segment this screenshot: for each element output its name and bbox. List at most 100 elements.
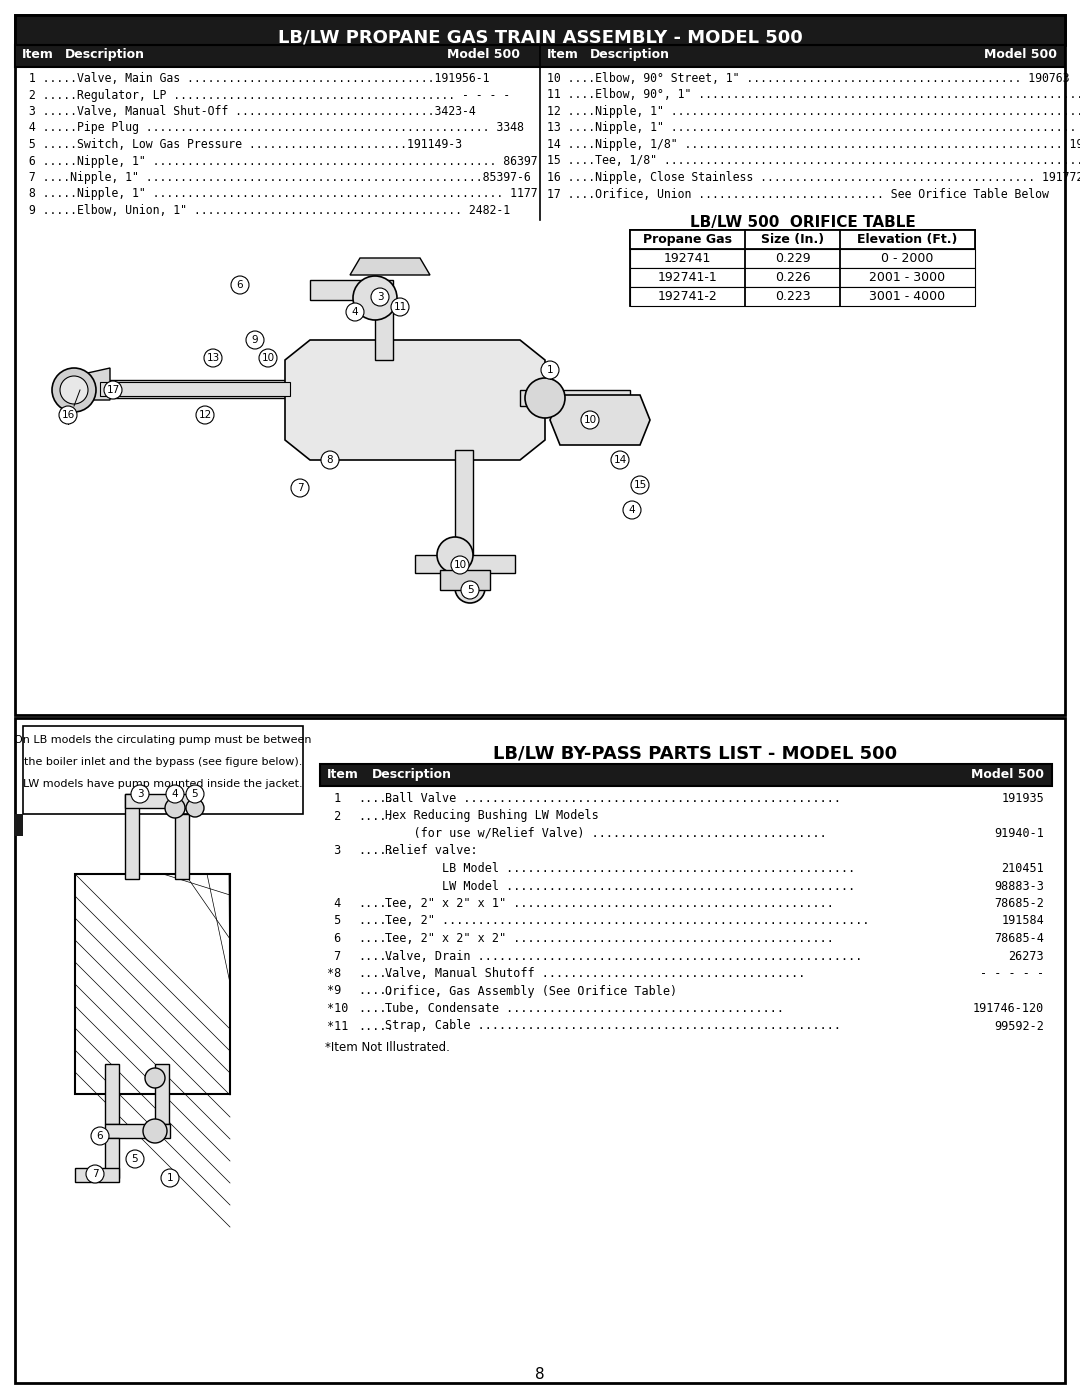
Text: 4: 4 bbox=[629, 504, 635, 515]
Text: 7: 7 bbox=[297, 483, 303, 493]
Text: 11: 11 bbox=[393, 302, 407, 312]
Text: 8 .....Nipple, 1" ................................................... 1177: 8 .....Nipple, 1" ......................… bbox=[22, 187, 538, 201]
Text: Strap, Cable ...................................................: Strap, Cable ...........................… bbox=[384, 1020, 841, 1032]
Text: 1: 1 bbox=[327, 792, 341, 805]
Bar bbox=[375, 279, 393, 360]
Text: 26273: 26273 bbox=[1009, 950, 1044, 963]
Text: 7 ....Nipple, 1" .................................................85397-6: 7 ....Nipple, 1" .......................… bbox=[22, 170, 530, 184]
Circle shape bbox=[525, 379, 565, 418]
Bar bbox=[320, 764, 1052, 787]
Text: 9: 9 bbox=[252, 335, 258, 345]
Bar bbox=[156, 1065, 168, 1125]
Circle shape bbox=[195, 407, 214, 425]
Bar bbox=[125, 793, 195, 807]
Bar bbox=[15, 15, 1065, 715]
Bar bbox=[519, 390, 630, 407]
Text: 192741-1: 192741-1 bbox=[658, 271, 717, 284]
Text: 10: 10 bbox=[583, 415, 596, 425]
Circle shape bbox=[145, 1067, 165, 1088]
Circle shape bbox=[166, 785, 184, 803]
Text: .....: ..... bbox=[357, 792, 393, 805]
Text: *9: *9 bbox=[327, 985, 341, 997]
Text: Model 500: Model 500 bbox=[447, 47, 519, 61]
Text: *11: *11 bbox=[327, 1020, 349, 1032]
Circle shape bbox=[186, 799, 204, 817]
Text: 4: 4 bbox=[352, 307, 359, 317]
Bar bbox=[630, 231, 975, 306]
Bar bbox=[440, 570, 490, 590]
Bar bbox=[15, 45, 1065, 67]
Circle shape bbox=[581, 411, 599, 429]
Text: 210451: 210451 bbox=[1001, 862, 1044, 875]
Text: On LB models the circulating pump must be between: On LB models the circulating pump must b… bbox=[14, 735, 312, 745]
Text: 6: 6 bbox=[97, 1132, 104, 1141]
Text: 17: 17 bbox=[106, 386, 120, 395]
Text: 3001 - 4000: 3001 - 4000 bbox=[869, 291, 946, 303]
Text: 13: 13 bbox=[206, 353, 219, 363]
Text: 0 - 2000: 0 - 2000 bbox=[881, 251, 934, 265]
Text: 1 .....Valve, Main Gas ....................................191956-1: 1 .....Valve, Main Gas .................… bbox=[22, 73, 489, 85]
Circle shape bbox=[541, 360, 559, 379]
Text: 6: 6 bbox=[327, 932, 341, 944]
Text: Hex Reducing Bushing LW Models: Hex Reducing Bushing LW Models bbox=[384, 809, 598, 823]
Circle shape bbox=[353, 277, 397, 320]
Bar bbox=[105, 1125, 170, 1139]
Bar bbox=[100, 381, 291, 395]
Circle shape bbox=[186, 785, 204, 803]
Text: Description: Description bbox=[372, 768, 453, 781]
Polygon shape bbox=[350, 258, 430, 275]
Text: 191935: 191935 bbox=[1001, 792, 1044, 805]
Text: .....: ..... bbox=[357, 967, 393, 981]
Text: 16 ....Nipple, Close Stainless ........................................ 191772: 16 ....Nipple, Close Stainless .........… bbox=[546, 170, 1080, 184]
Circle shape bbox=[346, 303, 364, 321]
Text: 6 .....Nipple, 1" .................................................. 86397: 6 .....Nipple, 1" ......................… bbox=[22, 155, 538, 168]
Text: Tee, 2" x 2" x 1" .............................................: Tee, 2" x 2" x 1" ......................… bbox=[384, 897, 834, 909]
Text: LB/LW 500  ORIFICE TABLE: LB/LW 500 ORIFICE TABLE bbox=[690, 215, 916, 229]
Bar bbox=[630, 286, 975, 306]
Text: 16: 16 bbox=[62, 409, 75, 420]
Text: the boiler inlet and the bypass (see figure below).: the boiler inlet and the bypass (see fig… bbox=[24, 757, 302, 767]
Text: Item: Item bbox=[22, 47, 54, 61]
Text: 11 ....Elbow, 90°, 1" ........................................................ 1: 11 ....Elbow, 90°, 1" ..................… bbox=[546, 88, 1080, 102]
Text: (for use w/Relief Valve) .................................: (for use w/Relief Valve) ...............… bbox=[384, 827, 827, 840]
Text: 78685-4: 78685-4 bbox=[994, 932, 1044, 944]
Circle shape bbox=[437, 536, 473, 573]
Text: 192741-2: 192741-2 bbox=[658, 291, 717, 303]
Bar bbox=[415, 555, 515, 573]
Circle shape bbox=[131, 785, 149, 803]
Bar bbox=[455, 450, 473, 570]
Bar bbox=[175, 814, 189, 879]
Text: 15: 15 bbox=[633, 481, 647, 490]
Text: .....: ..... bbox=[357, 897, 393, 909]
Text: Tee, 2" ............................................................: Tee, 2" ................................… bbox=[384, 915, 869, 928]
Circle shape bbox=[259, 349, 276, 367]
Text: 191746-120: 191746-120 bbox=[973, 1002, 1044, 1016]
Text: Valve, Drain ......................................................: Valve, Drain ...........................… bbox=[384, 950, 862, 963]
Text: 0.223: 0.223 bbox=[774, 291, 810, 303]
Text: 98883-3: 98883-3 bbox=[994, 880, 1044, 893]
Text: 15 ....Tee, 1/8" ...............................................................: 15 ....Tee, 1/8" .......................… bbox=[546, 155, 1080, 168]
Text: *Item Not Illustrated.: *Item Not Illustrated. bbox=[325, 1041, 450, 1053]
Text: 3 .....Valve, Manual Shut-Off .............................3423-4: 3 .....Valve, Manual Shut-Off ..........… bbox=[22, 105, 476, 117]
Text: 10 ....Elbow, 90° Street, 1" ........................................ 190763: 10 ....Elbow, 90° Street, 1" ...........… bbox=[546, 73, 1069, 85]
Circle shape bbox=[143, 1119, 167, 1143]
Text: 3: 3 bbox=[377, 292, 383, 302]
Text: Item: Item bbox=[327, 768, 359, 781]
Text: Relief valve:: Relief valve: bbox=[384, 845, 477, 858]
Text: 8: 8 bbox=[536, 1368, 544, 1382]
Circle shape bbox=[611, 451, 629, 469]
Circle shape bbox=[60, 376, 87, 404]
Text: Model 500: Model 500 bbox=[984, 47, 1057, 61]
Bar bbox=[15, 718, 1065, 1383]
Bar bbox=[125, 793, 139, 879]
Text: Valve, Manual Shutoff .....................................: Valve, Manual Shutoff ..................… bbox=[384, 967, 806, 981]
Bar bbox=[15, 15, 1065, 45]
Text: 14: 14 bbox=[613, 455, 626, 465]
Bar bbox=[310, 279, 380, 300]
Text: 2: 2 bbox=[327, 809, 341, 823]
Text: 12 ....Nipple, 1" ..............................................................: 12 ....Nipple, 1" ......................… bbox=[546, 105, 1080, 117]
Text: LW models have pump mounted inside the jacket.: LW models have pump mounted inside the j… bbox=[23, 780, 302, 789]
Text: 0.226: 0.226 bbox=[774, 271, 810, 284]
Text: Ball Valve .....................................................: Ball Valve .............................… bbox=[384, 792, 841, 805]
Text: Orifice, Gas Assembly (See Orifice Table): Orifice, Gas Assembly (See Orifice Table… bbox=[384, 985, 677, 997]
